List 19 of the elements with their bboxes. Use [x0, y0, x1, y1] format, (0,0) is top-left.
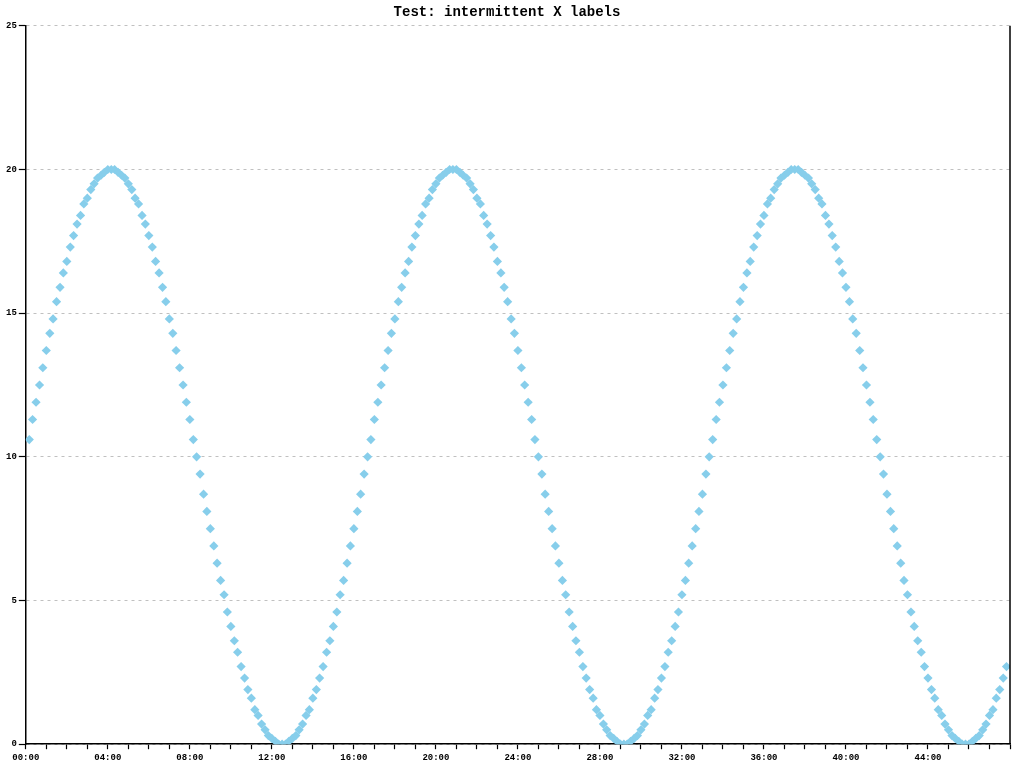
y-tick-label: 15 [5, 308, 17, 319]
x-tick-label: 16:00 [340, 752, 368, 763]
x-tick-label: 32:00 [668, 752, 696, 763]
x-tick-label: 00:00 [12, 752, 40, 763]
x-tick-label: 24:00 [504, 752, 532, 763]
y-tick-label: 0 [11, 739, 17, 750]
x-tick-label: 36:00 [750, 752, 778, 763]
y-tick-label: 10 [5, 452, 17, 463]
y-tick-label: 25 [5, 21, 17, 32]
x-tick-label: 04:00 [94, 752, 122, 763]
x-tick-label: 40:00 [832, 752, 860, 763]
chart-title: Test: intermittent X labels [393, 3, 621, 20]
y-tick-label: 20 [5, 164, 17, 175]
x-tick-label: 12:00 [258, 752, 286, 763]
y-tick-label: 5 [11, 595, 17, 606]
x-tick-label: 28:00 [586, 752, 614, 763]
x-tick-label: 08:00 [176, 752, 204, 763]
x-tick-label: 44:00 [914, 752, 942, 763]
x-tick-label: 20:00 [422, 752, 450, 763]
